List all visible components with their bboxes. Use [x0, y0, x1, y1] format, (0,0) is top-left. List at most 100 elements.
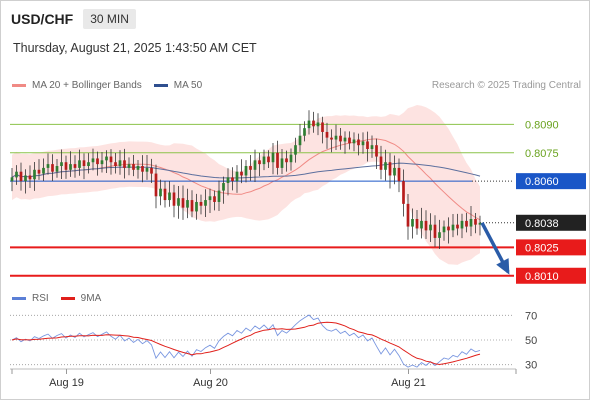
candle-body	[334, 135, 338, 140]
support-price-label: 0.8010	[525, 271, 559, 283]
ma50-label: MA 50	[173, 80, 203, 91]
candle-body	[100, 160, 104, 165]
candle-body	[294, 145, 297, 155]
candle-body	[447, 226, 450, 231]
candle-body	[181, 198, 185, 208]
candle-body	[388, 162, 392, 176]
candle-body	[478, 222, 482, 225]
candle-body	[55, 166, 59, 172]
bollinger-swatch	[12, 84, 26, 87]
candle-body	[15, 171, 18, 178]
candle-body	[474, 218, 477, 225]
candle-body	[348, 137, 351, 144]
candle-body	[424, 220, 428, 231]
candle-body	[465, 220, 468, 227]
candle-body	[82, 160, 86, 167]
candle-body	[312, 120, 315, 127]
candle-body	[325, 131, 329, 138]
candle-body	[289, 154, 293, 163]
rsi-line	[11, 314, 481, 368]
price-level-resistance: 0.8090	[10, 119, 559, 131]
candle-body	[343, 137, 347, 142]
candle-body	[96, 158, 99, 165]
rsi-tick-label: 70	[525, 310, 537, 322]
current-price-label: 0.8038	[525, 218, 559, 230]
candle-body	[258, 160, 261, 165]
candle-body	[114, 162, 117, 167]
current-price-tag	[516, 214, 586, 231]
candle-body	[276, 152, 279, 168]
candle-body	[24, 175, 27, 182]
candle-body	[28, 175, 32, 180]
candle-body	[141, 166, 144, 172]
ma9-swatch	[60, 297, 75, 300]
rsi-9ma-line	[11, 321, 481, 366]
candle-body	[415, 218, 419, 229]
candle-body	[186, 200, 189, 208]
candle-body	[262, 156, 266, 165]
candle-body	[267, 156, 270, 163]
candle-body	[118, 160, 122, 167]
candle-body	[199, 201, 203, 206]
candle-body	[78, 160, 81, 168]
candle-body	[42, 167, 45, 174]
timeframe-button[interactable]: 30 MIN	[83, 9, 136, 29]
candle-body	[127, 164, 131, 168]
support-price-tag	[516, 239, 586, 256]
candle-body	[240, 171, 243, 176]
candle-body	[357, 139, 360, 146]
candle-body	[375, 145, 378, 157]
forecast-arrow-head	[496, 258, 510, 275]
bollinger-label: MA 20 + Bollinger Bands	[32, 80, 142, 91]
pivot-price-label: 0.8060	[525, 176, 559, 188]
candle-body	[384, 162, 387, 170]
candle-body	[168, 192, 171, 201]
rsi-tick-label: 30	[525, 360, 537, 372]
ma50-swatch	[153, 84, 168, 87]
price-legend: MA 20 + Bollinger Bands MA 50	[12, 80, 214, 91]
candle-body	[307, 120, 311, 129]
candle-body	[370, 145, 374, 149]
candle-body	[208, 196, 212, 201]
candle-body	[163, 188, 167, 201]
pivot-price-tag	[516, 173, 586, 190]
candle-body	[411, 218, 414, 227]
candle-body	[316, 122, 320, 127]
candle-body	[69, 164, 72, 170]
candle-body	[10, 177, 14, 182]
candle-body	[19, 171, 23, 182]
candle-body	[159, 188, 162, 197]
candle-body	[280, 158, 284, 168]
rsi-label: RSI	[32, 293, 49, 304]
candle-body	[330, 137, 333, 140]
candle-body	[33, 169, 36, 180]
candle-body	[244, 166, 248, 176]
candle-body	[231, 177, 234, 182]
candle-body	[253, 160, 257, 170]
legend-item-9ma: 9MA	[60, 293, 101, 304]
candle-body	[298, 135, 302, 146]
candle-body	[379, 156, 383, 170]
candle-body	[352, 139, 356, 144]
candle-body	[136, 166, 140, 170]
candle-body	[285, 158, 288, 163]
candle-body	[73, 164, 77, 168]
candle-body	[172, 192, 176, 206]
candle-body	[451, 224, 455, 231]
candle-body	[460, 220, 464, 229]
candle-body	[46, 164, 50, 168]
price-level-pivot: 0.8060	[10, 173, 586, 190]
rsi-swatch	[12, 297, 26, 300]
candle-body	[429, 224, 432, 231]
legend-item-rsi: RSI	[12, 293, 49, 304]
resistance-price-label: 0.8090	[525, 119, 559, 131]
candle-body	[132, 164, 135, 170]
candle-body	[91, 158, 95, 163]
candle-body	[456, 224, 459, 229]
x-tick-label: Aug 19	[49, 377, 84, 389]
candle-body	[361, 141, 365, 146]
datetime-label: Thursday, August 21, 2025 1:43:50 AM CET	[13, 41, 257, 55]
rsi-panel: 70 50 30	[10, 310, 537, 372]
candle-body	[51, 164, 54, 172]
